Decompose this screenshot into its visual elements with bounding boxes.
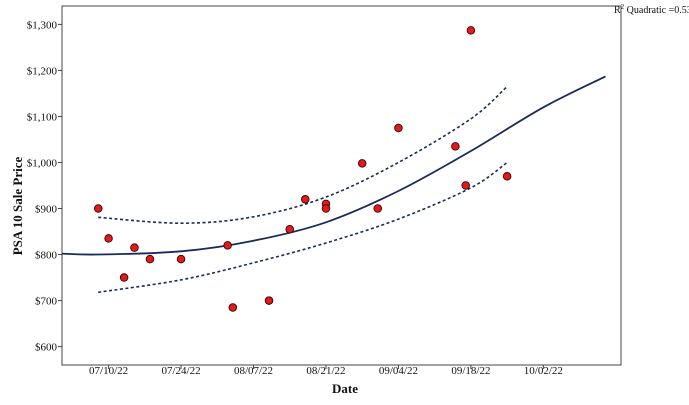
data-point [301, 195, 310, 204]
data-points [93, 26, 512, 312]
data-point [502, 172, 512, 181]
x-tick-label: 08/21/22 [306, 365, 345, 377]
data-point [130, 243, 139, 252]
ci-lower-line [98, 161, 508, 294]
y-tick-label: $800 [35, 250, 58, 262]
y-tick-label: $600 [35, 342, 58, 354]
y-tick-label: $900 [35, 204, 58, 216]
r2-text: Quadratic =0.533 [624, 5, 689, 16]
data-point [119, 273, 129, 282]
r2-superscript: 2 [621, 3, 625, 11]
r2-prefix: R [614, 5, 621, 16]
data-point [176, 254, 186, 264]
data-point [145, 254, 155, 264]
x-tick-label: 08/07/22 [234, 365, 273, 377]
x-axis: 07/10/22 07/24/22 08/07/22 08/21/22 09/04/22… [89, 365, 563, 377]
plot-border [61, 5, 622, 366]
y-axis-title: PSA 10 Sale Price [10, 156, 25, 255]
data-point [321, 204, 331, 213]
plot-frame [61, 5, 622, 366]
r-squared-annotation: R2 Quadratic =0.533 [614, 3, 689, 16]
fit-curve-group [61, 75, 606, 256]
y-tick-label: $1,100 [27, 111, 58, 123]
data-point [394, 123, 403, 133]
x-tick-label: 09/04/22 [379, 365, 418, 377]
data-point [451, 142, 460, 151]
y-axis: $600 $700 $800 $900 $1,000 $1,100 $1,200 $1,300 [27, 19, 62, 354]
y-tick-label: $1,000 [27, 157, 58, 169]
y-tick-label: $1,200 [27, 65, 58, 77]
data-point [104, 234, 113, 243]
y-tick-label: $700 [35, 296, 58, 308]
quadratic-fit-line [61, 75, 606, 256]
confidence-interval-lines [98, 85, 508, 294]
x-axis-title: Date [332, 381, 358, 396]
x-tick-label: 07/24/22 [161, 365, 200, 377]
data-point [223, 241, 232, 250]
data-point [373, 204, 382, 213]
data-point [93, 204, 103, 213]
data-point [357, 159, 367, 168]
ci-upper-line [98, 85, 508, 225]
x-tick-label: 09/18/22 [451, 365, 490, 377]
y-tick-label: $1,300 [27, 19, 58, 31]
data-point [228, 303, 238, 312]
x-tick-label: 07/10/22 [89, 365, 128, 377]
data-point [285, 224, 294, 234]
data-point [461, 181, 470, 190]
data-point [466, 26, 476, 35]
data-point [264, 296, 274, 305]
x-tick-label: 10/02/22 [524, 365, 563, 377]
